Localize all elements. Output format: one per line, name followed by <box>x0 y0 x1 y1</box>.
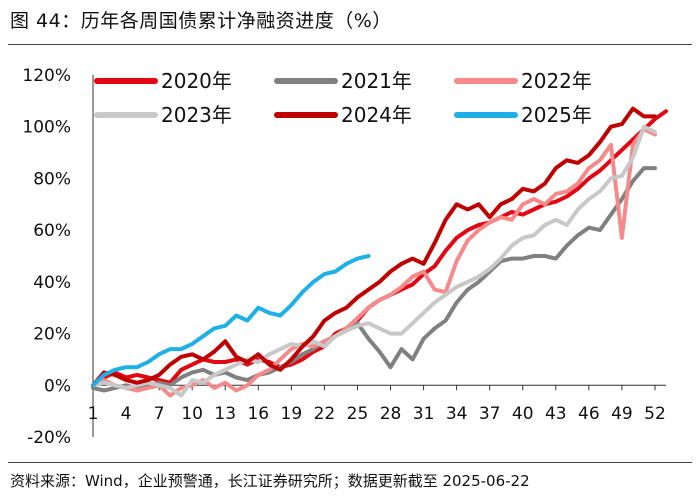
x-tick-label: 4 <box>121 404 132 424</box>
series-line-2022 <box>91 127 657 398</box>
x-tick-label: 10 <box>181 404 203 424</box>
title-divider <box>8 44 692 45</box>
y-tick-label: -20% <box>27 428 71 448</box>
series-line-2020 <box>91 109 668 388</box>
y-tick-label: 20% <box>33 325 71 345</box>
y-tick-label: 40% <box>33 273 71 293</box>
y-tick-label: 0% <box>44 376 71 396</box>
legend-label: 2022年 <box>521 69 592 93</box>
series-layer <box>91 106 668 398</box>
x-tick-label: 40 <box>512 404 534 424</box>
y-tick-label: 60% <box>33 221 71 241</box>
x-tick-label: 46 <box>578 404 600 424</box>
x-tick-label: 49 <box>611 404 633 424</box>
source-divider <box>8 462 692 463</box>
source-note: 资料来源：Wind，企业预警通，长江证券研究所；数据更新截至 2025-06-2… <box>10 472 530 490</box>
y-tick-label: 100% <box>22 118 71 138</box>
series-line-2023 <box>91 124 657 398</box>
legend-label: 2021年 <box>341 69 412 93</box>
x-tick-label: 52 <box>644 404 666 424</box>
x-tick-label: 34 <box>446 404 468 424</box>
series-line-2025 <box>91 254 371 388</box>
x-tick-label: 1 <box>88 404 99 424</box>
series-line-2021 <box>91 166 657 393</box>
chart-title: 图 44：历年各周国债累计净融资进度（%） <box>10 10 392 32</box>
x-tick-label: 28 <box>380 404 402 424</box>
legend-label: 2020年 <box>161 69 232 93</box>
x-tick-label: 25 <box>347 404 369 424</box>
legend: 2020年 2021年 2022年 2023年 2024年 2025年 <box>94 69 592 127</box>
x-tick-label: 43 <box>545 404 567 424</box>
x-tick-label: 22 <box>314 404 336 424</box>
y-tick-label: 80% <box>33 169 71 189</box>
x-tick-label: 31 <box>413 404 435 424</box>
y-tick-label: 120% <box>22 66 71 86</box>
x-tick-label: 19 <box>281 404 303 424</box>
x-tick-label: 16 <box>247 404 269 424</box>
x-tick-label: 7 <box>154 404 165 424</box>
x-tick-label: 37 <box>479 404 501 424</box>
axes-layer: -20% 0% 20% 40% 60% 80% 100% 120% 1 4 7 10 13 16 19 22 2… <box>22 66 666 448</box>
legend-label: 2025年 <box>521 103 592 127</box>
series-line-2024 <box>91 106 657 388</box>
x-tick-label: 13 <box>214 404 236 424</box>
legend-label: 2024年 <box>341 103 412 127</box>
legend-label: 2023年 <box>161 103 232 127</box>
